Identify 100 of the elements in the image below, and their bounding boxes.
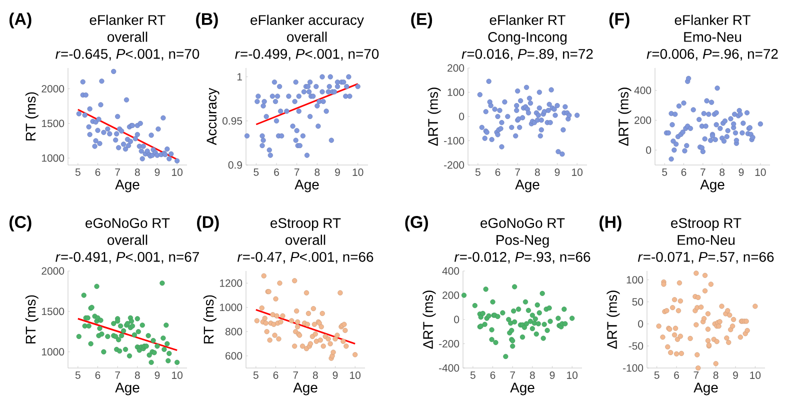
x-tick-label: 5 (654, 372, 660, 379)
x-tick-label: 9 (154, 372, 160, 379)
text: r=-0.47, P<.001, n=66 (237, 252, 374, 264)
text: (H) (600, 216, 622, 232)
chart-subtitle: Emo-Neu (678, 235, 735, 245)
y-tick-label: -100 (444, 137, 464, 144)
y-tick-label: 1200 (220, 279, 242, 287)
y-tick-label: 1 (237, 73, 242, 80)
x-tick-label: 9 (554, 168, 560, 176)
chart-subtitle: overall (287, 32, 327, 42)
y-axis-title: RT (ms) (25, 92, 38, 140)
y-tick-label: 100 (626, 276, 644, 284)
x-tick-label: 7 (510, 372, 515, 379)
y-tick-label: 0 (638, 320, 644, 328)
x-tick-label: 8 (720, 168, 725, 176)
x-tick-label: 6 (273, 372, 278, 379)
x-tick-label: 8 (534, 168, 540, 176)
chart-title: eFlanker RT (490, 14, 566, 25)
y-tick-label: 2000 (42, 85, 64, 92)
x-tick-label: 10 (352, 168, 364, 176)
x-tick-label: 10 (172, 372, 182, 379)
text: r=-0.491, P<.001, n=67 (56, 252, 199, 264)
x-tick-label: 5 (475, 168, 480, 176)
chart-title: eFlanker RT (674, 14, 750, 25)
x-tick-label: 8 (312, 372, 318, 379)
x-axis-title: Age (694, 382, 718, 396)
x-tick-label: 6 (274, 168, 279, 176)
x-tick-label: 9 (550, 372, 555, 379)
chart-subtitle: overall (286, 234, 326, 245)
x-axis-title: Age (293, 382, 318, 396)
text: r=-0.012, P=.93, n=66 (454, 252, 590, 264)
x-tick-label: 9 (733, 372, 738, 379)
y-axis-title: ΔRT (ms) (618, 88, 632, 146)
x-tick-label: 10 (572, 168, 582, 176)
chart-title: eStroop RT (671, 218, 742, 231)
x-axis-title: Age (700, 180, 724, 192)
y-axis-title: ΔRT (ms) (606, 290, 620, 349)
text: (A) (9, 12, 32, 28)
y-axis-title: Accuracy (206, 88, 220, 146)
x-tick-label: 10 (567, 372, 578, 379)
x-tick-label: 9 (154, 168, 160, 176)
y-tick-label: 1000 (220, 304, 242, 312)
y-tick-label: 400 (442, 267, 460, 275)
text: (D) (197, 216, 219, 232)
x-tick-label: 5 (75, 372, 80, 379)
chart-subtitle: overall (108, 234, 148, 245)
x-tick-label: 5 (253, 372, 258, 379)
chart-title: eFlanker RT (90, 14, 166, 25)
x-tick-label: 5 (254, 168, 259, 176)
x-tick-label: 10 (172, 168, 182, 176)
x-tick-label: 8 (134, 372, 140, 379)
x-tick-label: 8 (314, 168, 320, 176)
x-tick-label: 8 (713, 372, 718, 379)
y-tick-label: 100 (448, 88, 464, 96)
y-tick-label: 50 (632, 298, 644, 306)
y-tick-label: 0 (646, 146, 652, 154)
x-tick-label: 6 (490, 372, 496, 379)
x-tick-label: 8 (530, 372, 535, 379)
y-tick-label: 2000 (42, 267, 64, 275)
chart-subtitle: Cong-Incong (488, 32, 567, 45)
x-axis-title: Age (294, 180, 319, 192)
y-tick-label: 200 (442, 292, 460, 299)
x-tick-label: 5 (75, 168, 80, 176)
text: r=0.006, P=.96, n=72 (646, 48, 778, 60)
y-axis-title: RT (ms) (203, 295, 216, 344)
x-tick-label: 5 (470, 372, 476, 379)
y-tick-label: 600 (226, 352, 242, 360)
chart-title: eGoNoGo RT (480, 218, 565, 228)
x-tick-label: 7 (115, 168, 120, 176)
x-tick-label: 6 (495, 168, 500, 176)
y-tick-label: -50 (628, 342, 644, 350)
text: (C) (9, 216, 32, 232)
x-tick-label: 10 (750, 372, 761, 379)
y-tick-label: 200 (448, 64, 464, 72)
y-tick-label: -200 (444, 161, 464, 169)
y-axis-title: ΔRT (ms) (428, 88, 441, 146)
text: r=-0.645, P<.001, n=70 (56, 48, 200, 60)
chart-subtitle: Pos-Neg (496, 235, 549, 248)
x-tick-label: 6 (95, 168, 100, 176)
text: (F) (609, 12, 630, 28)
text: (B) (196, 12, 218, 28)
x-axis-title: Age (115, 382, 140, 396)
y-axis-title: ΔRT (ms) (422, 290, 436, 349)
y-tick-label: 0 (459, 112, 464, 120)
x-tick-label: 7 (294, 168, 300, 176)
y-tick-label: -100 (623, 364, 644, 372)
x-tick-label: 7 (515, 168, 520, 176)
y-tick-label: 0 (454, 316, 460, 324)
text: r=0.016, P=.89, n=72 (462, 48, 593, 60)
chart-title: eStroop RT (270, 218, 341, 231)
x-tick-label: 10 (350, 372, 360, 379)
x-axis-title: Age (515, 180, 540, 192)
y-tick-label: 1000 (42, 348, 64, 356)
y-tick-label: 1500 (42, 120, 64, 128)
y-tick-label: -400 (439, 364, 460, 372)
x-tick-label: 10 (755, 168, 766, 176)
y-tick-label: -200 (439, 340, 460, 348)
y-tick-label: 400 (634, 86, 652, 94)
y-tick-label: 0.95 (222, 117, 242, 125)
text: (G) (405, 216, 428, 232)
